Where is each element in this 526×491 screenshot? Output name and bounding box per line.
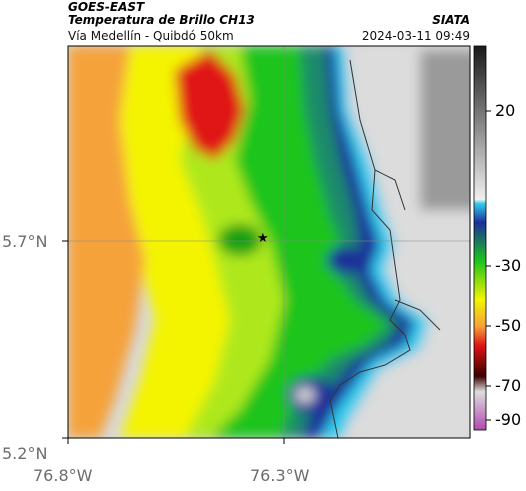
map-frame	[67, 45, 471, 439]
datetime-label: 2024-03-11 09:49	[361, 29, 470, 43]
lat-tick-5-2: 5.2°N	[2, 444, 48, 463]
region-label: Vía Medellín - Quibdó 50km	[68, 29, 234, 43]
colorbar-label-20: 20	[495, 101, 516, 120]
lon-tick-76-8: 76.8°W	[33, 466, 93, 485]
location-marker-icon: ★	[257, 231, 269, 246]
product-title: Temperatura de Brillo CH13	[68, 13, 255, 27]
colorbar-label-minus50: -50	[495, 316, 522, 335]
colorbar-label-minus30: -30	[495, 256, 522, 275]
brightness-temperature-field	[68, 46, 470, 438]
lon-tick-76-3: 76.3°W	[250, 466, 310, 485]
colorbar	[473, 45, 487, 431]
satellite-name: GOES-EAST	[68, 0, 145, 14]
org-label: SIATA	[432, 13, 470, 27]
lat-tick-5-7: 5.7°N	[2, 232, 48, 251]
colorbar-label-minus70: -70	[495, 376, 522, 395]
colorbar-label-minus90: -90	[495, 410, 522, 429]
